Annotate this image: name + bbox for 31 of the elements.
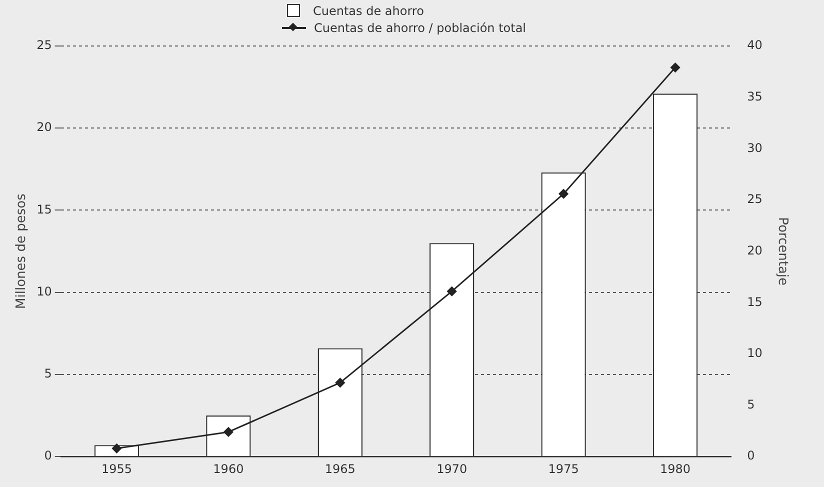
y-tick-label: 5 <box>44 366 52 381</box>
y-tick-label: 10 <box>36 284 52 298</box>
x-tick-label: 1975 <box>548 462 579 476</box>
point <box>558 189 568 199</box>
x-tick-label: 1960 <box>213 462 244 476</box>
x-tick-label: 1970 <box>436 462 468 476</box>
x-tick-label: 1955 <box>101 462 132 476</box>
y2-tick-label: 5 <box>747 397 755 412</box>
y-tick-label: 25 <box>36 38 52 52</box>
point <box>112 444 122 454</box>
y2-tick-label: 30 <box>747 140 762 155</box>
point <box>335 378 345 388</box>
y2-tick-label: 35 <box>747 89 762 104</box>
point <box>670 62 680 72</box>
y2-tick-label: 10 <box>747 346 762 360</box>
y-axis-title: Millones de pesos <box>14 193 30 309</box>
x-tick-label: 1965 <box>324 462 356 476</box>
y-tick-label: 15 <box>36 202 52 216</box>
legend-label: Cuentas de ahorro <box>313 4 424 18</box>
y2-tick-label: 15 <box>747 294 762 309</box>
point <box>224 427 234 437</box>
y2-axis-title: Porcentaje <box>774 217 790 286</box>
y-tick-label: 20 <box>36 120 52 134</box>
y2-tick-label: 40 <box>747 38 762 52</box>
y2-tick-label: 25 <box>747 192 762 206</box>
point <box>447 286 457 296</box>
x-tick-label: 1980 <box>660 462 691 476</box>
legend-label: Cuentas de ahorro / población total <box>314 20 526 34</box>
y-tick-label: 0 <box>44 448 52 463</box>
y2-tick-label: 0 <box>747 448 755 463</box>
y2-tick-label: 20 <box>747 243 762 258</box>
